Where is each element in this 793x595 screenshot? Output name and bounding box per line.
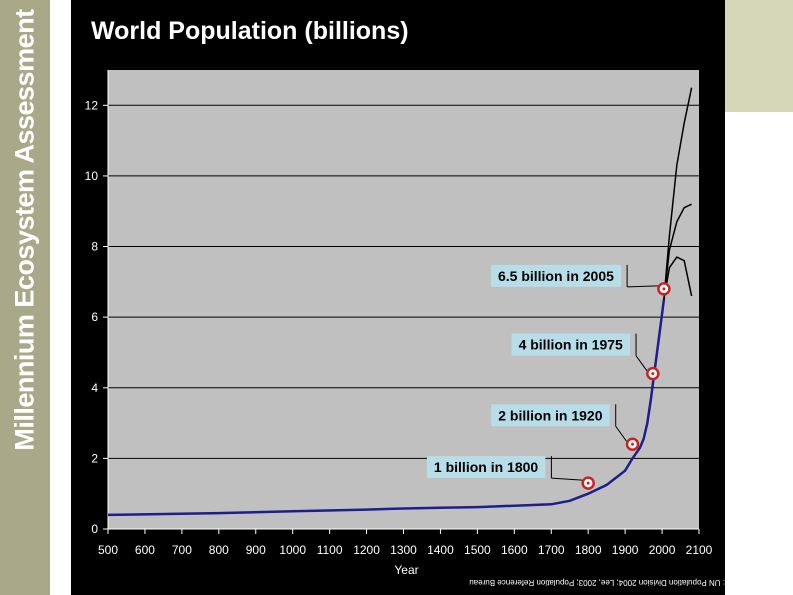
x-tick-label: 1500 — [464, 543, 491, 557]
milestone-label-box — [426, 456, 546, 479]
milestone-marker-dot — [586, 481, 590, 485]
x-tick-label: 1100 — [317, 543, 343, 557]
x-tick-label: 500 — [98, 543, 118, 557]
x-tick-label: 800 — [209, 543, 229, 557]
x-tick-label: 1300 — [390, 543, 417, 557]
y-tick-label: 12 — [85, 98, 99, 112]
milestone-label-text: 4 billion in 1975 — [519, 337, 623, 353]
x-tick-label: 1700 — [538, 543, 565, 557]
x-tick-label: 900 — [246, 543, 266, 557]
sidebar: Millennium Ecosystem Assessment — [0, 0, 50, 595]
x-tick-label: 700 — [172, 543, 192, 557]
x-tick-label: 1800 — [575, 543, 602, 557]
x-tick-label: 1900 — [612, 543, 639, 557]
projection-line — [663, 203, 692, 300]
x-axis-label: Year — [394, 563, 418, 577]
milestone-leader-line — [551, 477, 583, 481]
milestone-label-text: 1 billion in 1800 — [434, 459, 538, 475]
milestone-marker-dot — [631, 442, 635, 446]
x-tick-label: 2100 — [686, 543, 713, 557]
milestone-label: 6.5 billion in 2005 — [490, 264, 658, 288]
x-tick-label: 1200 — [353, 543, 380, 557]
milestone-leader-line — [635, 355, 648, 371]
x-tick-label: 1000 — [279, 543, 306, 557]
milestone-marker-dot — [662, 287, 666, 291]
projection-line — [663, 256, 693, 300]
milestone-leader-line — [615, 425, 627, 442]
x-tick-label: 1400 — [427, 543, 454, 557]
milestone-label-text: 6.5 billion in 2005 — [498, 268, 614, 284]
x-tick-label: 600 — [135, 543, 155, 557]
milestone-label-box — [511, 333, 631, 356]
y-tick-label: 10 — [85, 169, 99, 183]
milestone-marker-dot — [651, 372, 655, 376]
milestone-label: 4 billion in 1975 — [511, 333, 648, 371]
x-tick-label: 2000 — [649, 543, 676, 557]
milestone-label-box — [490, 264, 622, 287]
decorative-band — [725, 0, 793, 112]
y-tick-label: 8 — [91, 240, 98, 254]
milestone-label: 2 billion in 1920 — [491, 404, 627, 442]
y-tick-label: 6 — [91, 310, 98, 324]
y-tick-label: 4 — [91, 381, 98, 395]
projection-line — [663, 87, 693, 300]
chart-title: World Population (billions) — [91, 17, 409, 45]
source-citation: : UN Population Division 2004; Lee, 2003… — [469, 578, 725, 587]
milestone-leader-line — [627, 285, 658, 288]
milestone-label-text: 2 billion in 1920 — [498, 407, 602, 423]
y-tick-label: 2 — [91, 451, 98, 465]
plot-area — [108, 70, 699, 529]
milestone-label: 1 billion in 1800 — [426, 456, 583, 481]
milestone-label-box — [491, 404, 610, 427]
x-tick-label: 1600 — [501, 543, 528, 557]
y-tick-label: 0 — [91, 522, 98, 536]
